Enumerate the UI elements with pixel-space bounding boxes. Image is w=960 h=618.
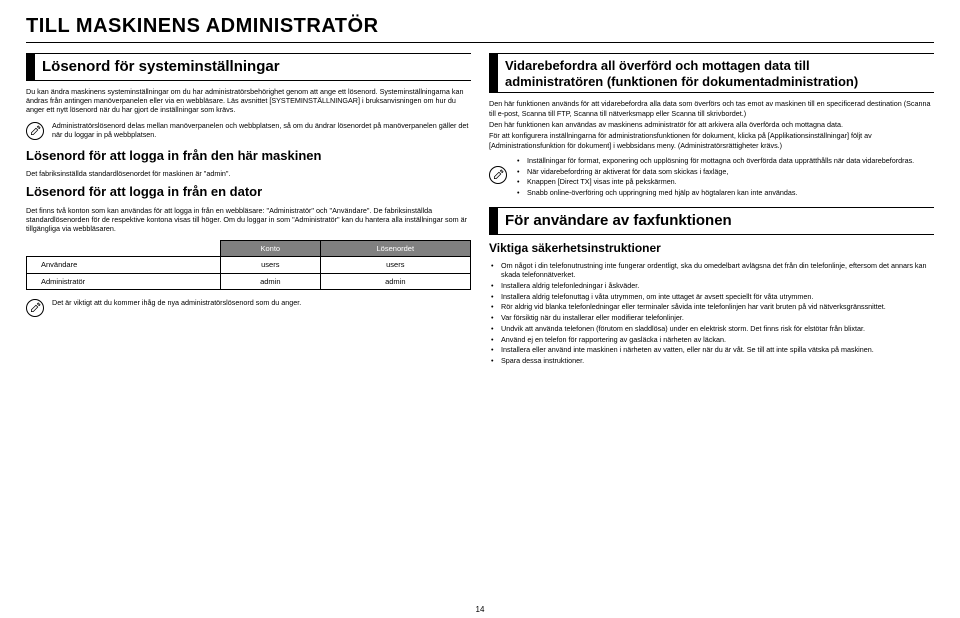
subheading: Lösenord för att logga in från den här m… xyxy=(26,148,471,164)
table-cell: users xyxy=(221,257,321,273)
list-item: Var försiktig när du installerar eller m… xyxy=(501,313,934,323)
table-cell: admin xyxy=(320,273,470,289)
list-item: Installera aldrig telefonledningar i åsk… xyxy=(501,281,934,291)
paragraph: För att konfigurera inställningarna för … xyxy=(489,131,934,150)
pencil-icon xyxy=(489,166,507,184)
subheading: Viktiga säkerhetsinstruktioner xyxy=(489,241,934,256)
two-column-layout: Lösenord för systeminställningar Du kan … xyxy=(26,53,934,367)
title-line: administratören (funktionen för dokument… xyxy=(505,74,858,89)
paragraph: Du kan ändra maskinens systeminställning… xyxy=(26,87,471,115)
list-item: Använd ej en telefon för rapportering av… xyxy=(501,335,934,345)
list-item: När vidarebefordring är aktiverat för da… xyxy=(527,167,914,177)
note-bullet-list: Inställningar för format, exponering och… xyxy=(515,156,914,199)
list-item: Knappen [Direct TX] visas inte på pekskä… xyxy=(527,177,914,187)
paragraph: Det fabriksinställda standardlösenordet … xyxy=(26,169,471,178)
table-header-cell: Lösenordet xyxy=(320,240,470,256)
list-item: Installera eller använd inte maskinen i … xyxy=(501,345,934,355)
divider-top xyxy=(26,42,934,43)
paragraph: Det finns två konton som kan användas fö… xyxy=(26,206,471,234)
page-title: TILL MASKINENS ADMINISTRATÖR xyxy=(26,14,934,39)
section-title: Lösenord för systeminställningar xyxy=(42,54,280,80)
note-text: Det är viktigt att du kommer ihåg de nya… xyxy=(52,298,301,307)
list-item: Om något i din telefonutrustning inte fu… xyxy=(501,261,934,280)
page-number: 14 xyxy=(476,605,485,615)
table-cell: Administratör xyxy=(27,273,221,289)
list-item: Inställningar för format, exponering och… xyxy=(527,156,914,166)
table-cell: users xyxy=(320,257,470,273)
paragraph: Den här funktionen kan användas av maski… xyxy=(489,120,934,129)
table-cell: admin xyxy=(221,273,321,289)
note-text: Administratörslösenord delas mellan manö… xyxy=(52,121,471,140)
title-line: Vidarebefordra all överförd och mottagen… xyxy=(505,58,810,73)
list-item: Snabb online-överföring och uppringning … xyxy=(527,188,914,198)
accounts-table: Konto Lösenordet Användare users users A… xyxy=(26,240,471,290)
note-row: Inställningar för format, exponering och… xyxy=(489,156,934,199)
paragraph: Den här funktionen används för att vidar… xyxy=(489,99,934,118)
pencil-icon xyxy=(26,122,44,140)
table-header-cell xyxy=(27,240,221,256)
column-left: Lösenord för systeminställningar Du kan … xyxy=(26,53,471,367)
note-row: Administratörslösenord delas mellan manö… xyxy=(26,121,471,140)
pencil-icon xyxy=(26,299,44,317)
subheading: Lösenord för att logga in från en dator xyxy=(26,184,471,200)
note-row: Det är viktigt att du kommer ihåg de nya… xyxy=(26,298,471,317)
section-title: Vidarebefordra all överförd och mottagen… xyxy=(505,54,858,92)
table-header-row: Konto Lösenordet xyxy=(27,240,471,256)
list-item: Rör aldrig vid blanka telefonledningar e… xyxy=(501,302,934,312)
column-right: Vidarebefordra all överförd och mottagen… xyxy=(489,53,934,367)
list-item: Undvik att använda telefonen (förutom en… xyxy=(501,324,934,334)
safety-bullet-list: Om något i din telefonutrustning inte fu… xyxy=(489,261,934,366)
table-row: Användare users users xyxy=(27,257,471,273)
section-title: För användare av faxfunktionen xyxy=(505,208,732,234)
section-header-password: Lösenord för systeminställningar xyxy=(26,53,471,81)
section-header-forward: Vidarebefordra all överförd och mottagen… xyxy=(489,53,934,93)
table-header-cell: Konto xyxy=(221,240,321,256)
list-item: Spara dessa instruktioner. xyxy=(501,356,934,366)
section-header-fax: För användare av faxfunktionen xyxy=(489,207,934,235)
list-item: Installera aldrig telefonuttag i våta ut… xyxy=(501,292,934,302)
table-row: Administratör admin admin xyxy=(27,273,471,289)
table-cell: Användare xyxy=(27,257,221,273)
